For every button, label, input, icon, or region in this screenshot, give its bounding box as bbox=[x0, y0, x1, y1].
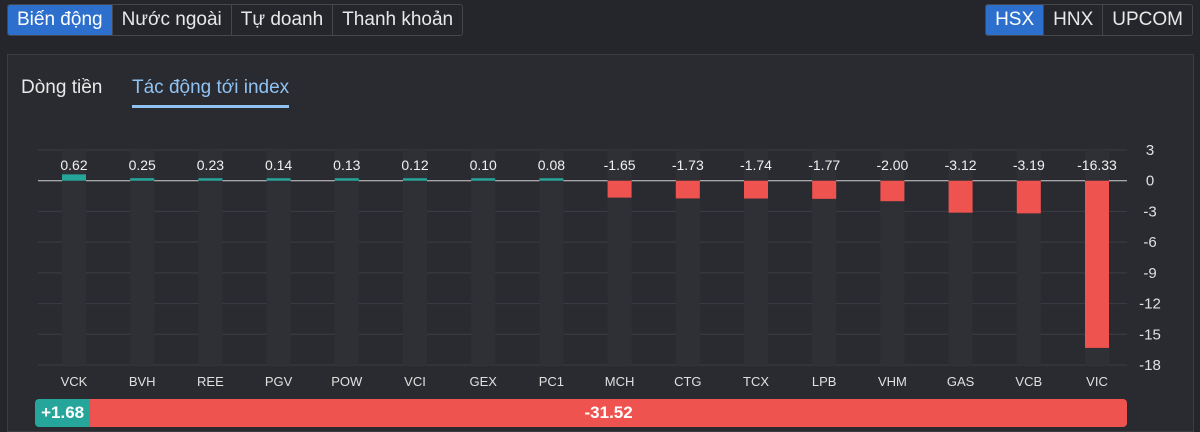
data-label: 0.62 bbox=[60, 157, 87, 173]
data-label: -1.65 bbox=[604, 157, 636, 173]
tab-nuoc-ngoai[interactable]: Nước ngoài bbox=[113, 5, 232, 35]
subtab-dong-tien[interactable]: Dòng tiền bbox=[21, 77, 103, 98]
view-tabs: Biến động Nước ngoài Tự doanh Thanh khoả… bbox=[7, 4, 464, 36]
bar bbox=[471, 178, 496, 181]
bar-track bbox=[62, 150, 86, 365]
x-tick-label: VCK bbox=[61, 374, 88, 389]
bar bbox=[880, 180, 905, 202]
exchange-hnx[interactable]: HNX bbox=[1044, 5, 1104, 35]
tab-tu-doanh[interactable]: Tự doanh bbox=[232, 5, 334, 35]
y-tick-label: -9 bbox=[1143, 265, 1156, 282]
bar-track bbox=[403, 150, 427, 365]
bar bbox=[539, 178, 564, 181]
data-label: -1.74 bbox=[740, 157, 772, 173]
tab-bien-dong[interactable]: Biến động bbox=[8, 5, 113, 35]
bar bbox=[62, 174, 86, 181]
data-label: 0.14 bbox=[265, 157, 292, 173]
data-label: -3.19 bbox=[1013, 157, 1045, 173]
x-tick-label: VHM bbox=[878, 374, 907, 389]
x-tick-label: GAS bbox=[947, 374, 975, 389]
subtab-tac-dong-toi-index[interactable]: Tác động tới index bbox=[132, 77, 290, 108]
x-tick-label: VCI bbox=[404, 374, 426, 389]
bar-track bbox=[539, 150, 564, 365]
bar bbox=[812, 180, 837, 199]
x-tick-label: POW bbox=[331, 374, 363, 389]
bar bbox=[744, 180, 768, 199]
x-tick-label: BVH bbox=[129, 374, 156, 389]
data-label: 0.08 bbox=[538, 157, 565, 173]
exchange-hsx[interactable]: HSX bbox=[986, 5, 1045, 35]
bar-track bbox=[471, 150, 496, 365]
x-tick-label: REE bbox=[197, 374, 224, 389]
bar-track bbox=[334, 150, 359, 365]
bar bbox=[266, 178, 291, 181]
y-tick-label: -15 bbox=[1139, 326, 1161, 343]
bar bbox=[675, 180, 700, 199]
x-tick-label: PGV bbox=[265, 374, 293, 389]
bar bbox=[1085, 180, 1109, 348]
y-tick-label: 0 bbox=[1146, 173, 1154, 190]
data-label: -3.12 bbox=[945, 157, 977, 173]
data-label: -2.00 bbox=[876, 157, 908, 173]
data-label: -16.33 bbox=[1077, 157, 1117, 173]
data-label: 0.23 bbox=[197, 157, 224, 173]
bar bbox=[607, 180, 632, 198]
x-tick-label: MCH bbox=[605, 374, 635, 389]
x-tick-label: LPB bbox=[812, 374, 837, 389]
bar-track bbox=[130, 150, 155, 365]
positive-total: +1.68 bbox=[35, 399, 91, 427]
bar bbox=[334, 178, 359, 181]
y-tick-label: -3 bbox=[1143, 203, 1156, 220]
exchange-tabs: HSX HNX UPCOM bbox=[985, 4, 1193, 36]
bar bbox=[948, 180, 973, 213]
bar bbox=[130, 178, 155, 181]
bar bbox=[403, 178, 427, 181]
y-tick-label: 3 bbox=[1146, 142, 1154, 159]
data-label: -1.73 bbox=[672, 157, 704, 173]
x-tick-label: VCB bbox=[1015, 374, 1042, 389]
x-tick-label: VIC bbox=[1086, 374, 1108, 389]
bar bbox=[1016, 180, 1041, 214]
summary-bar: +1.68 -31.52 bbox=[35, 399, 1127, 427]
x-tick-label: CTG bbox=[674, 374, 701, 389]
data-label: 0.13 bbox=[333, 157, 360, 173]
y-tick-label: -12 bbox=[1139, 296, 1161, 313]
x-tick-label: PC1 bbox=[539, 374, 564, 389]
data-label: -1.77 bbox=[808, 157, 840, 173]
tab-thanh-khoan[interactable]: Thanh khoản bbox=[342, 9, 454, 30]
y-tick-label: -18 bbox=[1139, 357, 1161, 374]
data-label: 0.25 bbox=[129, 157, 156, 173]
data-label: 0.10 bbox=[470, 157, 497, 173]
y-tick-label: -6 bbox=[1143, 234, 1156, 251]
bar bbox=[198, 178, 223, 181]
impact-bar-chart: 3 0 -3 -6 -9 -12 -15 -18 0.62 VCK 0.25 BVH 0.23 REE 0.… bbox=[38, 142, 1161, 389]
x-tick-label: TCX bbox=[743, 374, 769, 389]
data-label: 0.12 bbox=[401, 157, 428, 173]
exchange-upcom[interactable]: UPCOM bbox=[1112, 9, 1183, 30]
negative-total: -31.52 bbox=[90, 399, 1127, 427]
bar-track bbox=[198, 150, 223, 365]
bar-track bbox=[266, 150, 291, 365]
x-tick-label: GEX bbox=[469, 374, 497, 389]
